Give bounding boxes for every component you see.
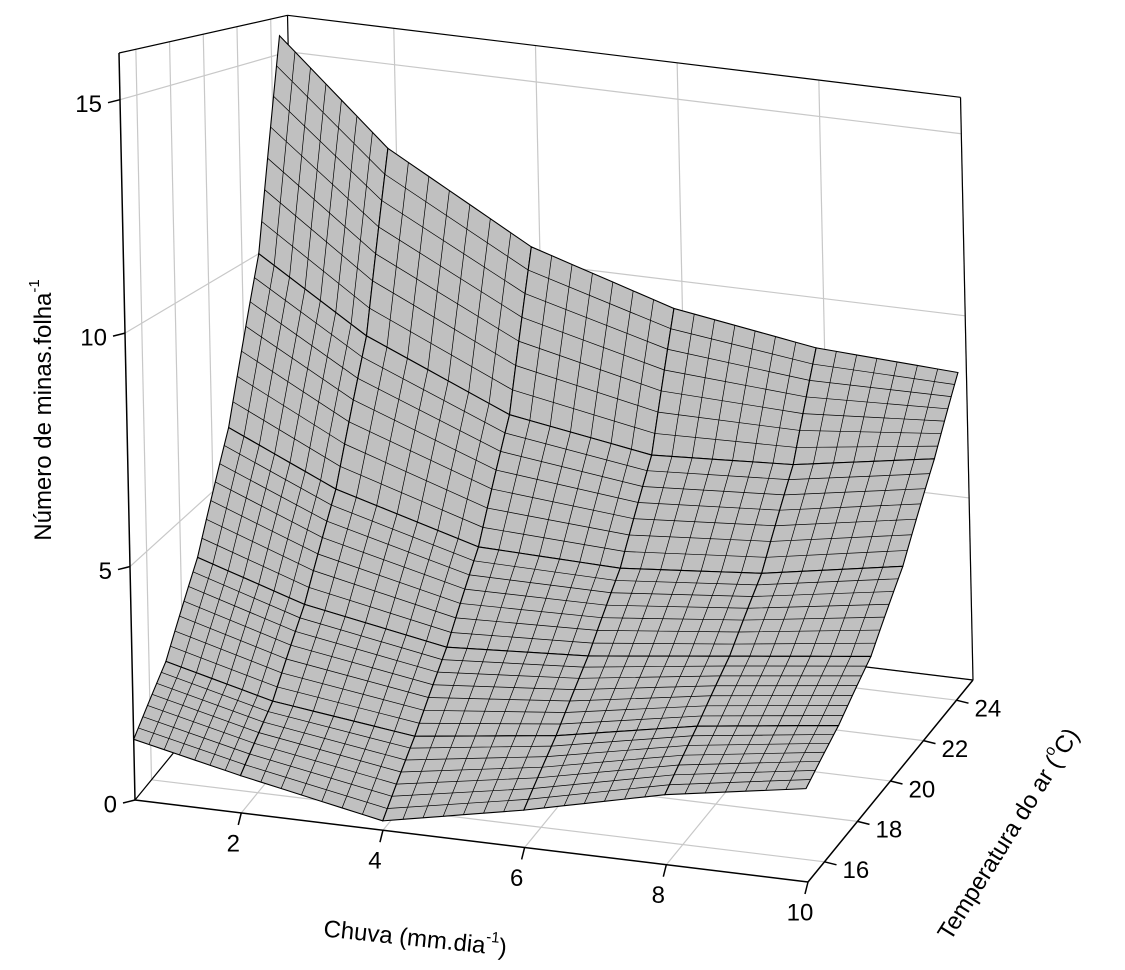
y-tick-label: 24 (975, 696, 1002, 723)
z-tick (112, 332, 126, 337)
y-tick-label: 20 (909, 776, 936, 803)
z-axis-label: Número de minas.folha-1 (26, 279, 57, 540)
mesh-line (624, 456, 789, 573)
mesh-line (277, 610, 443, 732)
x-label-sup: -1 (486, 928, 501, 946)
mesh-line (340, 347, 506, 539)
y-tick (890, 780, 903, 785)
mesh-line (592, 568, 758, 657)
x-tick (520, 847, 526, 860)
x-tick (662, 864, 668, 877)
z-axis (118, 52, 136, 801)
y-tick-label: 22 (942, 736, 969, 763)
x-tick (379, 830, 384, 843)
x-tick-label: 4 (368, 848, 381, 875)
grid-line (135, 49, 153, 780)
mesh-line (654, 314, 813, 464)
y-tick (857, 820, 870, 826)
x-tick (804, 881, 809, 895)
box-edge (287, 14, 961, 98)
surface (132, 34, 959, 822)
x-label-text: Chuva (mm.dia (322, 916, 487, 960)
x-axis (134, 799, 809, 883)
z-tick (107, 98, 121, 104)
z-tick (117, 565, 131, 571)
y-tick (956, 699, 969, 704)
mesh-line (244, 706, 411, 815)
x-tick-label: 6 (510, 865, 523, 892)
y-label-text: Temperatura do ar ( (933, 752, 1068, 945)
z-tick-label: 0 (104, 791, 117, 818)
grid-line (288, 51, 962, 135)
z-tick-label: 15 (75, 91, 102, 118)
mesh-line (528, 727, 693, 809)
y-tick (824, 861, 837, 866)
mesh-line (560, 655, 725, 735)
grid-line (151, 779, 825, 863)
mesh-line (232, 265, 363, 481)
mesh-line (419, 648, 584, 737)
mesh-line (701, 656, 867, 727)
mesh-line (387, 735, 552, 820)
x-tick-label: 8 (652, 882, 665, 909)
mesh-line (766, 459, 930, 573)
mesh-line (482, 420, 648, 566)
z-tick-label: 5 (99, 558, 112, 585)
mesh-line (308, 497, 475, 642)
mesh-line (369, 162, 529, 404)
x-tick-label: 10 (787, 899, 814, 926)
x-tick-label: 2 (227, 830, 240, 857)
mesh-line (512, 255, 671, 450)
x-label-tail: ) (497, 934, 508, 962)
box-edge (959, 97, 974, 681)
grid-line (119, 51, 289, 101)
z-label-sup: -1 (26, 279, 43, 292)
mesh-line (170, 564, 301, 696)
mesh-line (261, 51, 386, 325)
x-axis-label: Chuva (mm.dia-1) (322, 911, 508, 961)
mesh-line (138, 666, 269, 771)
z-tick (122, 799, 136, 804)
x-tick (237, 812, 242, 826)
z-tick-label: 10 (80, 324, 107, 351)
y-tick-label: 18 (876, 817, 903, 844)
mesh-line (669, 725, 834, 794)
y-tick (923, 739, 936, 745)
mesh-line (201, 436, 332, 598)
mesh-line (734, 567, 899, 657)
box-edge (118, 14, 288, 54)
surface-patch (663, 725, 840, 796)
z-label-text: Número de minas.folha (30, 292, 57, 541)
mesh-line (451, 549, 616, 655)
y-tick-label: 16 (843, 857, 870, 884)
mesh-line (796, 351, 955, 464)
